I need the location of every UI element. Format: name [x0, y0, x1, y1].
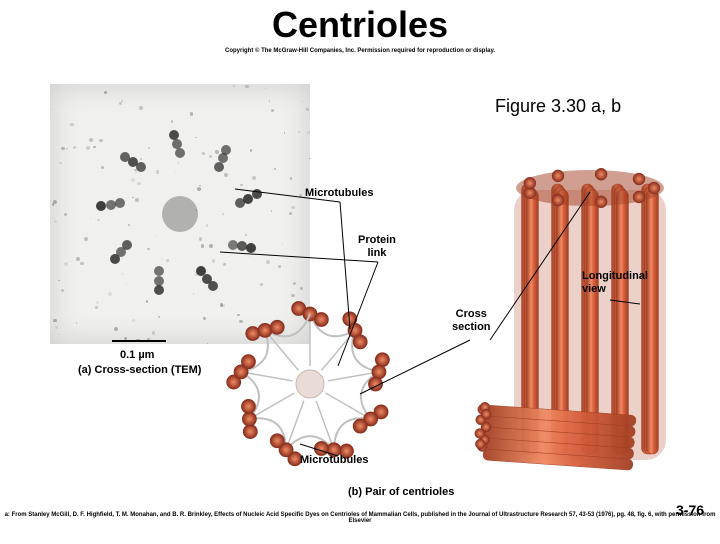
label-microtubules-top: Microtubules: [305, 187, 373, 200]
scale-bar: [112, 340, 166, 342]
image-credit-text: a: From Stanley McGill, D. F. Highfield,…: [5, 512, 716, 524]
tem-micrograph: [50, 84, 310, 344]
label-scale-text: 0.1 µm: [120, 349, 154, 362]
figure-reference-text: Figure 3.30 a, b: [495, 96, 621, 116]
caption-a: (a) Cross-section (TEM): [78, 364, 201, 377]
copyright-text: Copyright © The McGraw-Hill Companies, I…: [225, 48, 495, 54]
title-text: Centrioles: [272, 4, 448, 45]
label-protein-link: Proteinlink: [358, 234, 396, 259]
label-microtubules-bottom: Microtubules: [300, 454, 368, 467]
page-title: Centrioles: [0, 4, 720, 46]
label-longitudinal-view: Longitudinalview: [582, 270, 648, 295]
image-credit: a: From Stanley McGill, D. F. Highfield,…: [0, 512, 720, 524]
copyright-line: Copyright © The McGraw-Hill Companies, I…: [0, 48, 720, 54]
caption-b: (b) Pair of centrioles: [348, 486, 454, 499]
label-cross-section: Crosssection: [452, 308, 491, 333]
figure-reference: Figure 3.30 a, b: [495, 96, 621, 117]
